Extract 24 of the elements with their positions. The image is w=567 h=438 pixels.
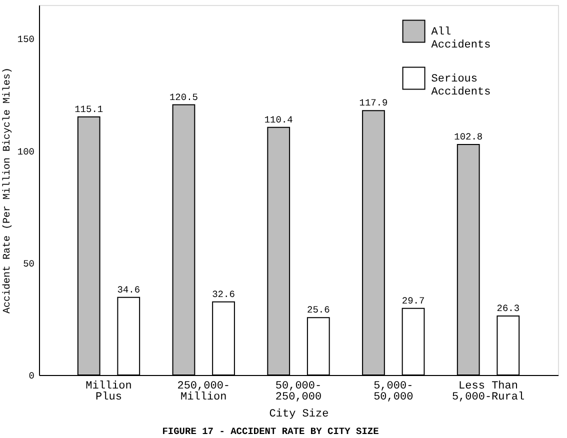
data-label: 26.3 (496, 303, 520, 314)
x-tick-label: Million Plus (86, 380, 132, 404)
y-tick-label: 100 (17, 146, 35, 158)
legend-label: Serious Accidents (431, 73, 491, 98)
data-label: 34.6 (117, 284, 140, 296)
x-tick-label: Less Than 5,000-Rural (452, 380, 525, 404)
text: FIGURE 17 - ACCIDENT RATE BY CITY SIZE (162, 426, 380, 437)
data-label: 32.6 (212, 288, 236, 300)
x-tick-label: 50,000- 250,000 (275, 380, 322, 404)
data-label: 102.8 (454, 131, 483, 142)
y-tick-label: 50 (23, 258, 35, 270)
data-label: 120.5 (169, 92, 198, 103)
data-label: 115.1 (74, 104, 104, 115)
legend-label: All Accidents (431, 26, 491, 52)
x-tick-label: 5,000- 50,000 (374, 380, 414, 404)
data-label: 29.7 (402, 295, 425, 306)
y-tick-label: 0 (28, 370, 35, 382)
data-label: 117.9 (359, 98, 388, 109)
x-tick-label: 250,000- Million (177, 380, 230, 404)
y-tick-label: 150 (17, 34, 35, 46)
y-axis-title: Accident Rate (Per Million Bicycle Miles) (1, 67, 14, 314)
data-label: 110.4 (264, 114, 294, 126)
x-axis-title: City Size (269, 408, 329, 420)
data-label: 25.6 (306, 304, 330, 316)
